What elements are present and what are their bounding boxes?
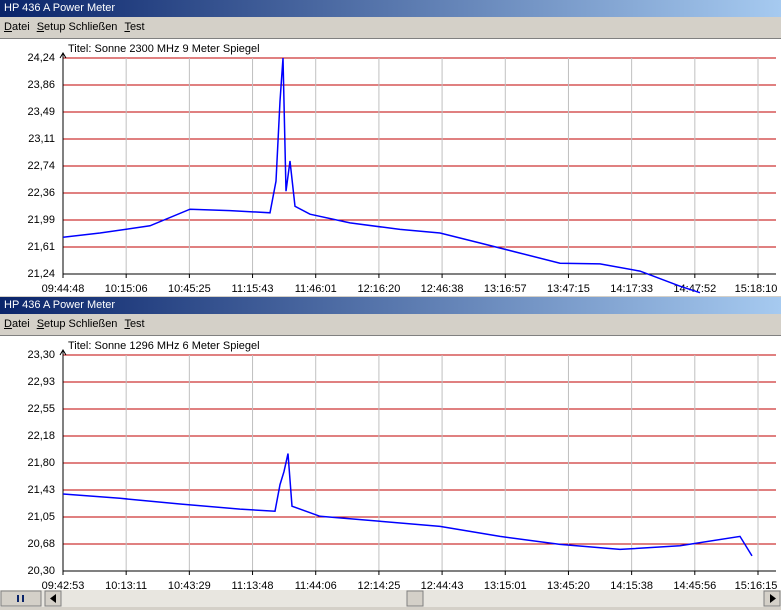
- y-tick-label: 22,93: [27, 376, 55, 388]
- menu-item[interactable]: Test: [124, 318, 145, 330]
- x-tick-label: 14:15:38: [610, 580, 653, 592]
- x-tick-label: 13:47:15: [547, 283, 590, 295]
- x-tick-label: 12:46:38: [421, 283, 464, 295]
- y-tick-label: 22,36: [27, 187, 55, 199]
- axis-arrow: [59, 349, 67, 356]
- scroll-thumb[interactable]: [406, 590, 424, 607]
- y-tick-label: 21,80: [27, 457, 55, 469]
- x-tick-label: 13:15:01: [484, 580, 527, 592]
- y-tick-label: 21,05: [27, 511, 55, 523]
- x-tick-label: 11:13:48: [232, 580, 274, 592]
- x-tick-label: 14:17:33: [610, 283, 653, 295]
- x-tick-label: 12:44:43: [421, 580, 464, 592]
- menu-item[interactable]: Datei: [4, 21, 30, 33]
- menu-item[interactable]: Setup Schließen: [36, 21, 118, 33]
- x-tick-label: 14:47:52: [673, 283, 716, 295]
- pause-icon: [17, 595, 19, 602]
- menu-item[interactable]: Setup Schließen: [36, 318, 118, 330]
- x-tick-label: 12:16:20: [358, 283, 401, 295]
- x-tick-label: 09:42:53: [42, 580, 85, 592]
- title-bar: HP 436 A Power Meter: [0, 0, 781, 17]
- x-tick-label: 11:44:06: [295, 580, 337, 592]
- y-tick-label: 21,24: [27, 268, 55, 280]
- y-tick-label: 23,11: [28, 133, 55, 145]
- data-line: [63, 453, 753, 557]
- y-tick-label: 23,49: [27, 106, 55, 118]
- y-tick-label: 20,30: [27, 565, 55, 577]
- x-tick-label: 13:16:57: [484, 283, 527, 295]
- y-tick-label: 21,99: [27, 214, 55, 226]
- x-tick-label: 11:46:01: [295, 283, 337, 295]
- pause-button[interactable]: [0, 590, 42, 607]
- x-tick-label: 10:13:11: [105, 580, 147, 592]
- x-tick-label: 10:15:06: [105, 283, 148, 295]
- menu-item[interactable]: Test: [124, 21, 145, 33]
- chart-title: Titel: Sonne 1296 MHz 6 Meter Spiegel: [68, 340, 260, 352]
- x-tick-label: 15:16:15: [735, 580, 778, 592]
- x-tick-label: 15:18:10: [735, 283, 778, 295]
- arrow-icon: [770, 594, 776, 603]
- title-bar: HP 436 A Power Meter: [0, 297, 781, 314]
- pause-icon: [22, 595, 24, 602]
- chart: Titel: Sonne 2300 MHz 9 Meter Spiegel 21,…: [27, 43, 778, 295]
- y-tick-label: 22,74: [27, 160, 55, 172]
- x-tick-label: 13:45:20: [547, 580, 590, 592]
- menu-bar: Datei Setup Schließen Test: [0, 17, 781, 39]
- x-tick-label: 09:44:48: [42, 283, 85, 295]
- y-tick-label: 24,24: [27, 52, 55, 64]
- y-tick-label: 22,18: [27, 430, 55, 442]
- x-tick-label: 10:43:29: [168, 580, 211, 592]
- y-tick-label: 21,61: [27, 241, 55, 253]
- y-tick-label: 22,55: [27, 403, 55, 415]
- x-tick-label: 12:14:25: [358, 580, 401, 592]
- y-tick-label: 23,86: [27, 79, 55, 91]
- arrow-icon: [50, 594, 56, 603]
- y-tick-label: 21,43: [27, 484, 55, 496]
- y-tick-label: 20,68: [27, 538, 55, 550]
- y-tick-label: 23,30: [27, 349, 55, 361]
- chart: Titel: Sonne 1296 MHz 6 Meter Spiegel 20,…: [27, 340, 778, 592]
- axis-arrow: [59, 52, 67, 59]
- x-tick-label: 14:45:56: [673, 580, 716, 592]
- chart-title: Titel: Sonne 2300 MHz 9 Meter Spiegel: [68, 43, 260, 55]
- scrollbar[interactable]: [0, 590, 781, 607]
- x-tick-label: 10:45:25: [168, 283, 211, 295]
- x-tick-label: 11:15:43: [232, 283, 274, 295]
- menu-bar: Datei Setup Schließen Test: [0, 314, 781, 336]
- window: HP 436 A Power Meter Datei Setup Schließe…: [0, 0, 781, 296]
- data-line: [63, 57, 701, 294]
- menu-item[interactable]: Datei: [4, 318, 30, 330]
- window: HP 436 A Power Meter Datei Setup Schließe…: [0, 297, 781, 592]
